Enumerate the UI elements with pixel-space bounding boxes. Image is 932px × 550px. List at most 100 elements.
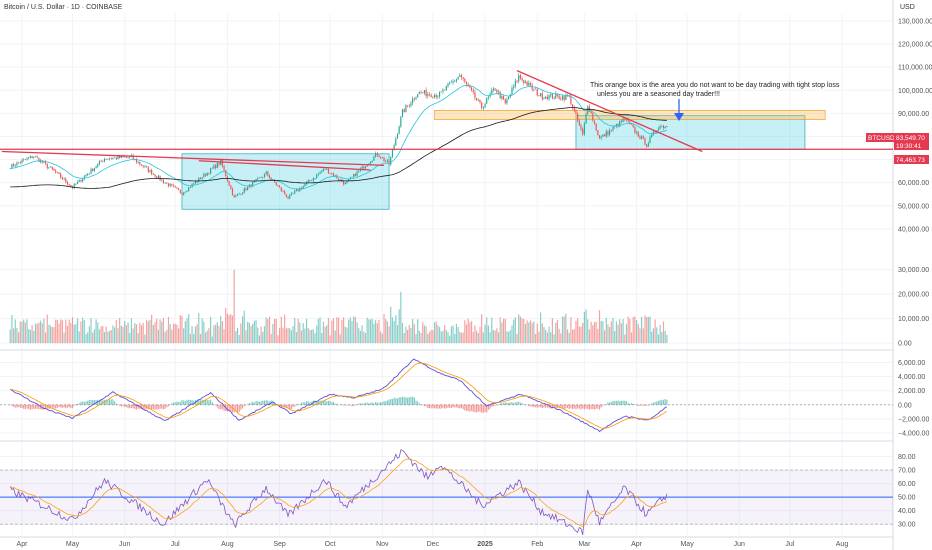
candle bbox=[114, 157, 116, 159]
volume-bar bbox=[137, 333, 139, 344]
macd-histogram-bar bbox=[375, 402, 377, 405]
volume-bar bbox=[406, 329, 409, 344]
macd-histogram-bar bbox=[639, 404, 641, 406]
volume-bar bbox=[499, 317, 501, 344]
volume-bar bbox=[546, 332, 548, 344]
candles[interactable] bbox=[9, 72, 668, 200]
macd-histogram-bar bbox=[637, 404, 639, 406]
volume-bar bbox=[76, 318, 79, 344]
macd-histogram-bar bbox=[401, 396, 404, 405]
volume-bar bbox=[615, 321, 617, 344]
candle bbox=[349, 177, 351, 180]
macd-histogram-bar bbox=[612, 400, 614, 405]
volume-bar bbox=[209, 316, 212, 344]
macd-histogram-bar bbox=[578, 404, 580, 409]
volume-bar bbox=[221, 321, 223, 344]
macd-histogram-bar bbox=[565, 404, 567, 409]
volume-bar bbox=[364, 333, 367, 344]
axis-tick-label: 20,000.00 bbox=[898, 292, 929, 299]
volume-bar bbox=[644, 315, 646, 344]
volume-bar bbox=[511, 325, 513, 344]
macd-histogram-bar bbox=[438, 404, 441, 409]
macd-histogram-bar bbox=[309, 402, 311, 405]
candle bbox=[319, 172, 321, 174]
candle bbox=[124, 156, 126, 158]
volume-bar bbox=[61, 320, 63, 344]
candle bbox=[166, 182, 168, 184]
volume-bar bbox=[614, 331, 616, 344]
macd-histogram-bar bbox=[597, 404, 599, 409]
macd-histogram-bar bbox=[304, 402, 306, 405]
candle bbox=[98, 161, 101, 164]
axis-tick-label: 6,000.00 bbox=[898, 360, 925, 367]
candle bbox=[211, 168, 213, 169]
candle bbox=[302, 185, 304, 189]
macd-histogram-bar bbox=[445, 404, 447, 409]
volume-bar bbox=[92, 332, 94, 344]
macd-histogram-bar bbox=[573, 404, 575, 409]
volume-bar bbox=[279, 327, 281, 344]
macd-histogram-bar bbox=[226, 404, 229, 412]
time-tick-label: Aug bbox=[836, 541, 849, 548]
macd-histogram-bar bbox=[380, 402, 382, 405]
macd-histogram-bar bbox=[398, 397, 400, 405]
macd-histogram-bar bbox=[28, 404, 30, 410]
macd-histogram-bar bbox=[272, 400, 274, 405]
volume-bar bbox=[568, 332, 570, 344]
price-tag-value: 83,549.70 bbox=[896, 135, 925, 142]
macd-histogram-bar bbox=[103, 400, 106, 405]
candle bbox=[198, 177, 200, 182]
candle bbox=[34, 156, 37, 158]
candle bbox=[240, 193, 242, 195]
candle bbox=[410, 103, 412, 106]
volume-bar bbox=[639, 328, 641, 344]
macd-histogram-bar bbox=[615, 400, 617, 405]
candle bbox=[592, 113, 594, 121]
volume-bar bbox=[368, 319, 370, 344]
volume-bar bbox=[388, 326, 390, 344]
axis-tick-label: 80.00 bbox=[898, 454, 916, 461]
macd-histogram-bar bbox=[314, 400, 316, 405]
macd-histogram-bar bbox=[144, 404, 146, 410]
candle bbox=[364, 166, 367, 169]
macd-histogram-bar bbox=[390, 399, 392, 405]
macd-histogram-bar bbox=[428, 404, 431, 409]
price-tag: BTCUSD 83,549.70 19:30:41 bbox=[866, 133, 929, 150]
candle bbox=[438, 92, 441, 97]
volume-bar bbox=[361, 325, 363, 344]
volume-bar bbox=[46, 314, 48, 344]
volume-bar bbox=[332, 318, 335, 344]
volume-bar bbox=[494, 330, 496, 344]
volume-bar bbox=[82, 317, 84, 344]
macd-histogram-bar bbox=[268, 401, 271, 405]
time-tick-label: Sep bbox=[273, 541, 286, 548]
volume-bar bbox=[587, 319, 589, 344]
volume-bar bbox=[198, 313, 200, 344]
volume-bar bbox=[63, 332, 65, 344]
volume-bar bbox=[432, 330, 434, 344]
volume-bar bbox=[582, 322, 584, 344]
volume-bar bbox=[151, 314, 153, 344]
macd-histogram-bar bbox=[351, 404, 353, 407]
macd-histogram-bar bbox=[529, 404, 532, 407]
trendlines[interactable] bbox=[0, 70, 893, 171]
macd-histogram-bar bbox=[186, 399, 188, 405]
volume-bar bbox=[632, 317, 634, 344]
candle bbox=[38, 157, 40, 162]
macd-histogram-bar bbox=[595, 404, 597, 409]
candle bbox=[651, 134, 653, 138]
candle bbox=[632, 124, 634, 127]
macd-histogram-bar bbox=[83, 401, 85, 405]
volume-bar bbox=[231, 315, 234, 344]
candle bbox=[284, 191, 286, 195]
candle bbox=[28, 157, 30, 159]
candle bbox=[280, 187, 282, 191]
volume-bar bbox=[297, 318, 299, 344]
candle bbox=[262, 177, 264, 178]
time-axis[interactable]: Apr May Jun Jul Aug Sep Oct Nov Dec 2025 Feb Mar Apr… bbox=[17, 541, 849, 548]
macd-histogram-bar bbox=[664, 399, 666, 405]
macd-histogram-bar bbox=[533, 404, 535, 408]
volume-bar bbox=[135, 324, 138, 344]
volume-bar bbox=[105, 326, 107, 344]
